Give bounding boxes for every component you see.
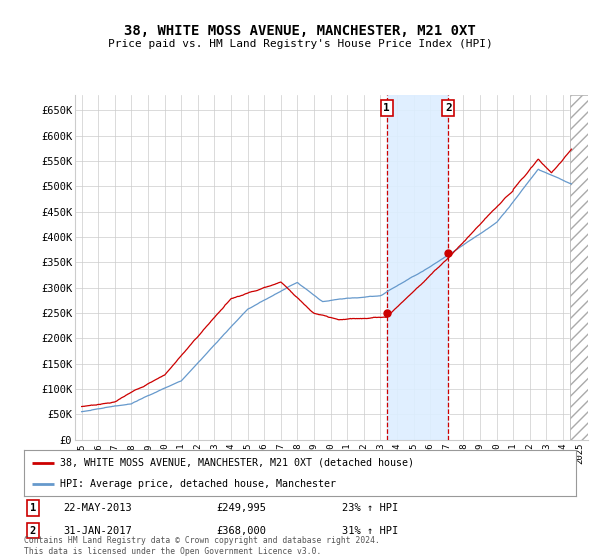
Text: 1: 1 (30, 503, 36, 513)
Text: £368,000: £368,000 (216, 526, 266, 536)
Bar (570, 95, 588, 440)
Text: 1: 1 (383, 103, 390, 113)
Text: Price paid vs. HM Land Registry's House Price Index (HPI): Price paid vs. HM Land Registry's House … (107, 39, 493, 49)
Text: HPI: Average price, detached house, Manchester: HPI: Average price, detached house, Manc… (60, 479, 336, 489)
Text: £249,995: £249,995 (216, 503, 266, 513)
Text: 2: 2 (30, 526, 36, 536)
Text: 38, WHITE MOSS AVENUE, MANCHESTER, M21 0XT (detached house): 38, WHITE MOSS AVENUE, MANCHESTER, M21 0… (60, 458, 414, 468)
Text: 23% ↑ HPI: 23% ↑ HPI (342, 503, 398, 513)
Text: 31-JAN-2017: 31-JAN-2017 (63, 526, 132, 536)
Text: 38, WHITE MOSS AVENUE, MANCHESTER, M21 0XT: 38, WHITE MOSS AVENUE, MANCHESTER, M21 0… (124, 24, 476, 38)
Text: Contains HM Land Registry data © Crown copyright and database right 2024.
This d: Contains HM Land Registry data © Crown c… (24, 536, 380, 556)
Text: 31% ↑ HPI: 31% ↑ HPI (342, 526, 398, 536)
Bar (387, 95, 448, 440)
Bar (570, 95, 588, 440)
Text: 22-MAY-2013: 22-MAY-2013 (63, 503, 132, 513)
Text: 2: 2 (445, 103, 452, 113)
